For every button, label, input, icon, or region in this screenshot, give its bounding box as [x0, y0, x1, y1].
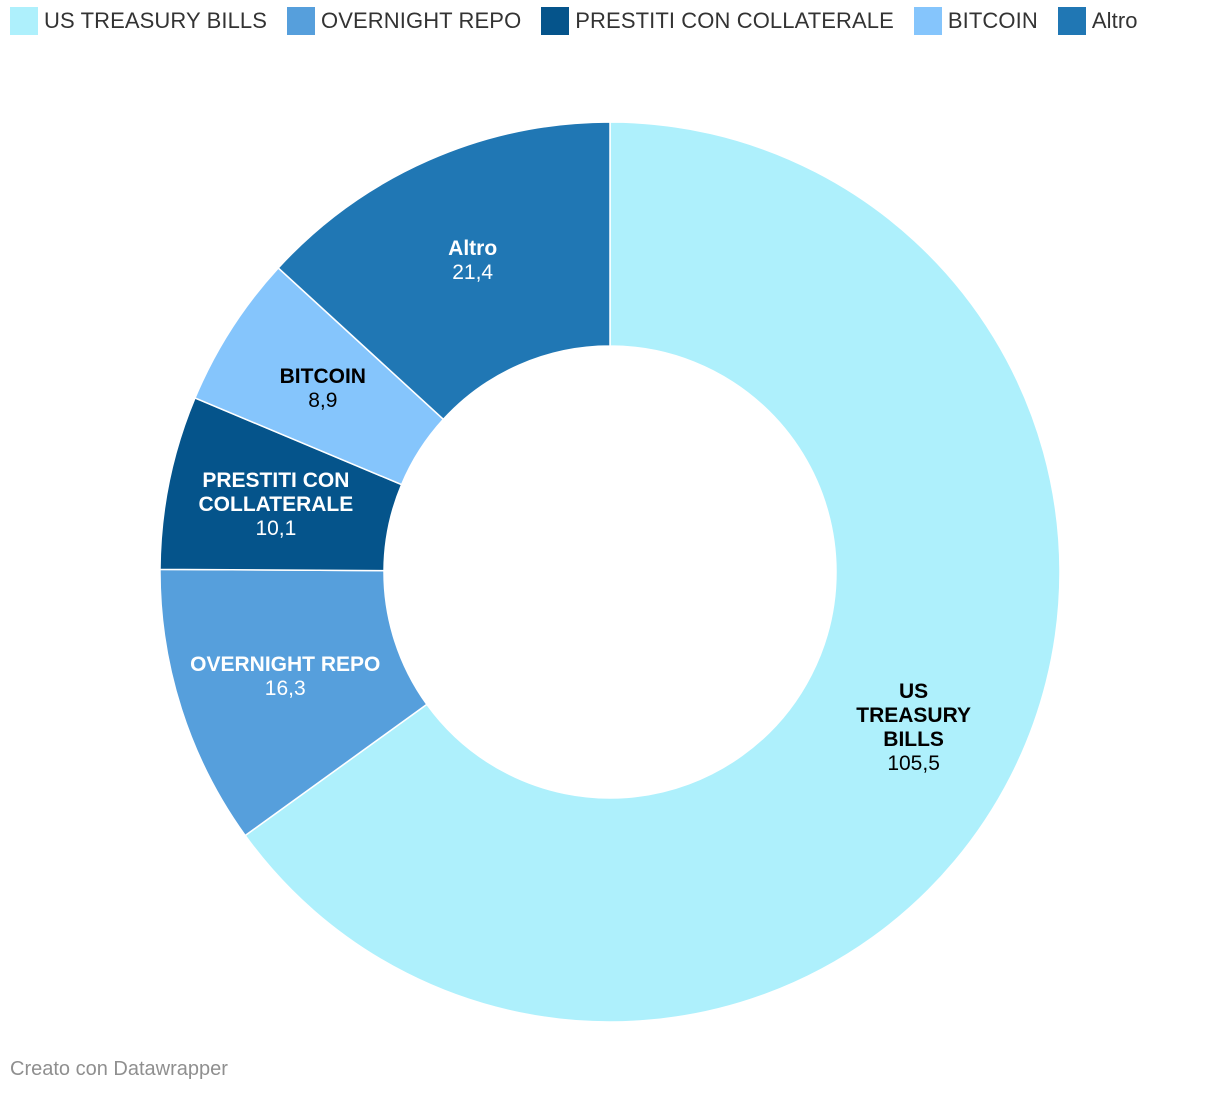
chart-legend: US TREASURY BILLS OVERNIGHT REPO PRESTITI …: [10, 6, 1210, 36]
legend-item-altro: Altro: [1057, 6, 1138, 36]
slice-altro: [277, 121, 611, 421]
slice-label-line: COLLATERALE: [199, 493, 354, 516]
slice-value-label: 105,5: [887, 752, 940, 775]
slice-label-line: TREASURY: [856, 704, 971, 727]
legend-item-overnight-repo: OVERNIGHT REPO: [287, 6, 521, 36]
slice-label-line: PRESTITI CON: [202, 469, 349, 492]
legend-label: PRESTITI CON COLLATERALE: [575, 8, 894, 33]
legend-swatch: [287, 7, 316, 35]
legend-item-us-treasury-bills: US TREASURY BILLS: [10, 6, 267, 36]
slice-value-label: 21,4: [452, 261, 493, 284]
slice-us-treasury-bills: [244, 121, 1061, 1023]
legend-label: Altro: [1091, 8, 1138, 33]
legend-label: US TREASURY BILLS: [44, 8, 268, 33]
legend-label: OVERNIGHT REPO: [321, 8, 522, 33]
slice-overnight-repo: [159, 568, 428, 837]
slice-label-line: OVERNIGHT REPO: [190, 653, 380, 676]
legend-swatch: [541, 7, 570, 35]
slice-label-line: US: [899, 680, 928, 703]
slice-value-label: 16,3: [265, 677, 306, 700]
slice-label-line: BILLS: [883, 728, 944, 751]
legend-label: BITCOIN: [947, 8, 1038, 33]
legend-swatch: [913, 7, 942, 35]
slice-value-label: 10,1: [255, 517, 296, 540]
footer-credit: Creato con Datawrapper: [10, 1058, 228, 1080]
legend-swatch: [1057, 7, 1086, 35]
legend-item-prestiti-con-collaterale: PRESTITI CON COLLATERALE: [541, 6, 894, 36]
legend-item-bitcoin: BITCOIN: [913, 6, 1038, 36]
legend-swatch: [10, 7, 38, 35]
slice-label-line: Altro: [448, 237, 497, 260]
slice-label-line: BITCOIN: [280, 365, 366, 388]
slice-value-label: 8,9: [308, 389, 337, 412]
